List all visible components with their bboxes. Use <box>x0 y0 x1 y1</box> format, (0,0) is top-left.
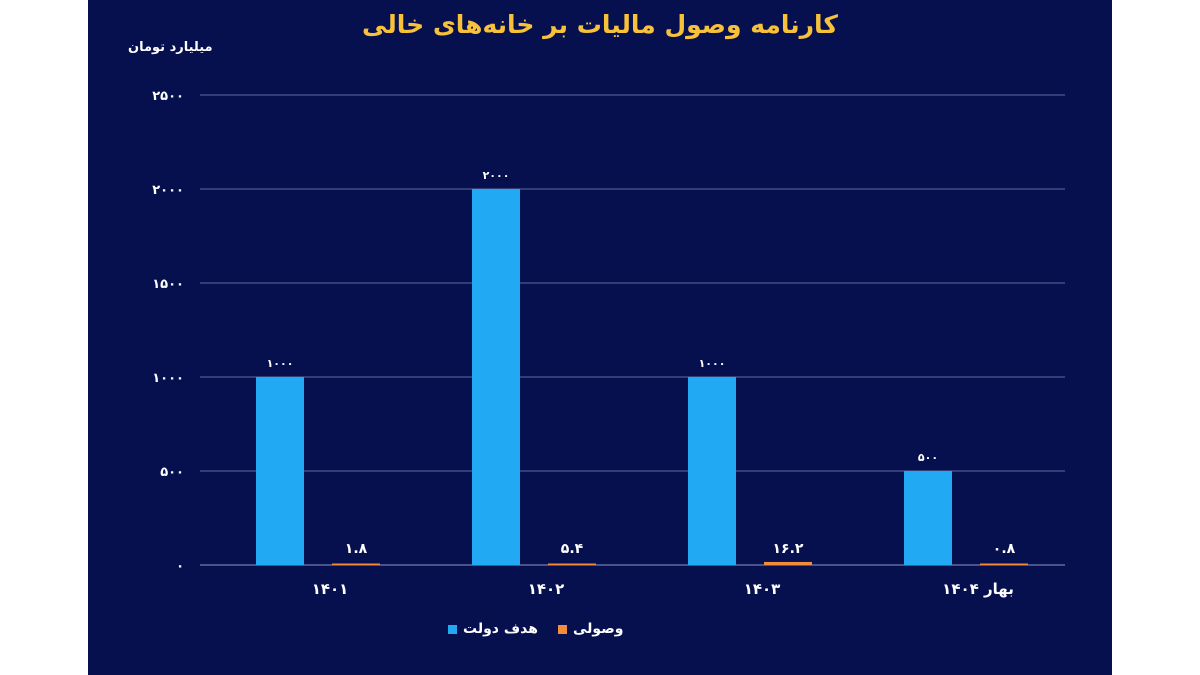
data-labels: ۱۰۰۰ ۱.۸ ۲۰۰۰ ۵.۴ ۱۰۰۰ ۱۶.۲ ۵۰۰ ۰.۸ <box>267 169 1016 557</box>
y-tick-label: ۰ <box>176 559 184 574</box>
chart-frame: کارنامه وصول مالیات بر خانه‌های خالی میل… <box>88 0 1112 675</box>
data-label-collected: ۱.۸ <box>345 541 368 557</box>
legend-label-collected: وصولی <box>573 621 624 637</box>
bar-collected <box>548 563 596 565</box>
data-label-target: ۱۰۰۰ <box>267 357 294 370</box>
x-tick-labels: ۱۴۰۱ ۱۴۰۲ ۱۴۰۳ بهار ۱۴۰۴ <box>312 580 1014 598</box>
bar-target <box>904 471 952 565</box>
y-tick-label: ۲۵۰۰ <box>152 89 184 104</box>
legend-swatch-target <box>448 624 457 634</box>
y-tick-label: ۲۰۰۰ <box>152 183 184 198</box>
legend-item-collected: وصولی <box>558 621 623 637</box>
bar-target <box>688 377 736 565</box>
bars <box>256 189 1028 565</box>
data-label-collected: ۰.۸ <box>993 541 1016 557</box>
x-tick-label: ۱۴۰۲ <box>528 580 565 598</box>
y-tick-label: ۵۰۰ <box>160 465 184 480</box>
y-axis-unit-label: میلیارد تومان <box>128 40 213 55</box>
bar-collected <box>332 563 380 565</box>
data-label-collected: ۵.۴ <box>561 541 584 557</box>
y-tick-label: ۱۵۰۰ <box>152 277 184 292</box>
bar-target <box>472 189 520 565</box>
y-tick-label: ۱۰۰۰ <box>152 371 184 386</box>
legend-swatch-collected <box>558 624 567 634</box>
bar-collected <box>980 563 1028 565</box>
x-tick-label: بهار ۱۴۰۴ <box>942 580 1014 598</box>
chart-title: کارنامه وصول مالیات بر خانه‌های خالی <box>362 10 838 39</box>
y-tick-labels: ۰ ۵۰۰ ۱۰۰۰ ۱۵۰۰ ۲۰۰۰ ۲۵۰۰ <box>152 89 184 574</box>
x-tick-label: ۱۴۰۳ <box>744 580 781 598</box>
bar-target <box>256 377 304 565</box>
data-label-target: ۵۰۰ <box>918 451 938 464</box>
legend-item-target: هدف دولت <box>448 621 538 637</box>
data-label-target: ۲۰۰۰ <box>483 169 510 182</box>
data-label-target: ۱۰۰۰ <box>699 357 726 370</box>
legend-label-target: هدف دولت <box>463 621 538 637</box>
bar-collected <box>764 561 812 565</box>
x-tick-label: ۱۴۰۱ <box>312 580 349 598</box>
data-label-collected: ۱۶.۲ <box>773 541 804 557</box>
